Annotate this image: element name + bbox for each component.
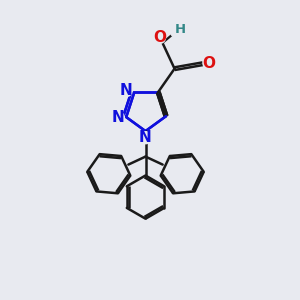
Text: N: N (120, 83, 133, 98)
Text: O: O (153, 30, 166, 45)
Text: N: N (139, 130, 152, 145)
Text: H: H (175, 23, 186, 36)
Circle shape (140, 132, 152, 144)
Text: O: O (203, 56, 216, 71)
Circle shape (112, 112, 124, 124)
Circle shape (120, 85, 132, 97)
Circle shape (203, 58, 215, 70)
Text: N: N (112, 110, 125, 125)
Circle shape (154, 32, 166, 44)
Circle shape (171, 28, 180, 37)
